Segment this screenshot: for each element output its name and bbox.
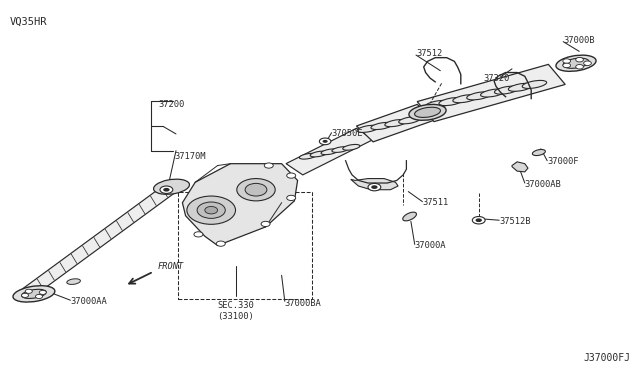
- Text: 37512B: 37512B: [499, 217, 531, 226]
- Circle shape: [26, 289, 32, 294]
- Text: 37000AA: 37000AA: [70, 297, 107, 306]
- Text: FRONT: FRONT: [158, 262, 184, 271]
- Circle shape: [287, 195, 296, 201]
- Ellipse shape: [357, 125, 378, 132]
- Circle shape: [563, 59, 570, 63]
- Ellipse shape: [532, 150, 545, 155]
- Ellipse shape: [371, 122, 392, 129]
- Polygon shape: [182, 164, 298, 246]
- Circle shape: [194, 232, 203, 237]
- Ellipse shape: [13, 286, 55, 302]
- Text: 37050E: 37050E: [332, 129, 363, 138]
- Ellipse shape: [563, 58, 589, 68]
- Text: 37320: 37320: [483, 74, 509, 83]
- Text: 37200: 37200: [159, 100, 185, 109]
- Circle shape: [264, 163, 273, 168]
- Circle shape: [187, 196, 236, 224]
- Polygon shape: [22, 181, 182, 295]
- Circle shape: [160, 186, 173, 193]
- Ellipse shape: [385, 119, 406, 127]
- Text: 37000AB: 37000AB: [525, 180, 561, 189]
- Ellipse shape: [22, 289, 46, 298]
- Ellipse shape: [154, 179, 189, 194]
- Ellipse shape: [439, 97, 463, 106]
- Circle shape: [216, 241, 225, 246]
- Ellipse shape: [332, 147, 349, 153]
- Circle shape: [237, 179, 275, 201]
- Ellipse shape: [67, 279, 81, 285]
- Circle shape: [476, 218, 482, 222]
- Circle shape: [576, 65, 584, 69]
- Polygon shape: [512, 162, 528, 172]
- Circle shape: [245, 183, 267, 196]
- Text: 37512: 37512: [416, 49, 442, 58]
- Circle shape: [39, 290, 46, 295]
- Circle shape: [319, 138, 331, 145]
- Ellipse shape: [508, 83, 532, 91]
- Circle shape: [35, 294, 42, 298]
- Polygon shape: [286, 128, 373, 175]
- Polygon shape: [351, 179, 398, 190]
- Ellipse shape: [556, 55, 596, 71]
- Ellipse shape: [321, 149, 338, 155]
- Circle shape: [323, 140, 328, 143]
- Text: (33100): (33100): [217, 312, 254, 321]
- Ellipse shape: [409, 105, 446, 120]
- Text: 37511: 37511: [422, 198, 449, 207]
- Polygon shape: [356, 105, 434, 142]
- Ellipse shape: [425, 100, 449, 109]
- Ellipse shape: [310, 151, 327, 157]
- Text: 37000B: 37000B: [563, 36, 595, 45]
- Circle shape: [163, 188, 170, 192]
- Ellipse shape: [343, 144, 360, 150]
- Circle shape: [368, 183, 381, 191]
- Ellipse shape: [415, 107, 440, 118]
- Text: 37000A: 37000A: [415, 241, 446, 250]
- Ellipse shape: [467, 92, 491, 100]
- Circle shape: [576, 57, 584, 62]
- Ellipse shape: [481, 89, 505, 97]
- Circle shape: [287, 173, 296, 178]
- Ellipse shape: [399, 117, 420, 124]
- Text: 37000F: 37000F: [547, 157, 579, 166]
- Ellipse shape: [453, 95, 477, 103]
- Circle shape: [261, 221, 270, 227]
- Circle shape: [563, 63, 570, 68]
- Ellipse shape: [300, 153, 316, 159]
- Ellipse shape: [522, 80, 547, 89]
- Circle shape: [472, 217, 485, 224]
- Circle shape: [197, 202, 225, 218]
- Ellipse shape: [495, 86, 519, 94]
- Polygon shape: [417, 64, 565, 122]
- Circle shape: [584, 61, 591, 65]
- Ellipse shape: [403, 212, 417, 221]
- Text: 37000BA: 37000BA: [285, 299, 321, 308]
- Circle shape: [22, 293, 29, 298]
- Circle shape: [205, 206, 218, 214]
- Text: SEC.330: SEC.330: [217, 301, 254, 310]
- Text: 37170M: 37170M: [174, 152, 205, 161]
- Text: VQ35HR: VQ35HR: [10, 17, 47, 27]
- Text: J37000FJ: J37000FJ: [584, 353, 630, 363]
- Circle shape: [371, 185, 378, 189]
